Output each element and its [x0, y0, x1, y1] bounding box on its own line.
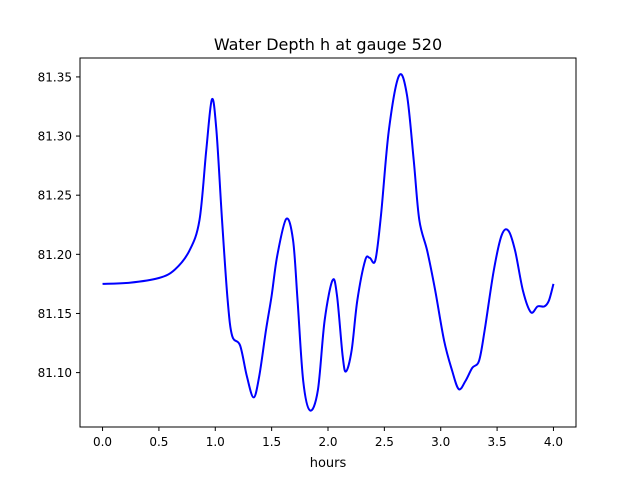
- x-tick-label: 1.0: [206, 435, 225, 449]
- y-tick-label: 81.10: [38, 366, 72, 380]
- x-tick-label: 2.0: [318, 435, 337, 449]
- series-line-h: [102, 73, 555, 412]
- x-tick-label: 4.0: [544, 435, 563, 449]
- y-tick-label: 81.30: [38, 130, 72, 144]
- x-tick-label: 1.5: [262, 435, 281, 449]
- x-tick-label: 2.5: [375, 435, 394, 449]
- y-tick-label: 81.25: [38, 189, 72, 203]
- x-tick-label: 3.0: [431, 435, 450, 449]
- y-tick-label: 81.35: [38, 70, 72, 84]
- x-tick-label: 0.5: [149, 435, 168, 449]
- x-axis-label: hours: [310, 456, 347, 471]
- plot-area: [102, 73, 555, 412]
- chart-title: Water Depth h at gauge 520: [214, 35, 442, 54]
- x-axis: 0.0 0.5 1.0 1.5 2.0 2.5 3.0 3.5 4.0: [93, 427, 563, 449]
- y-tick-label: 81.20: [38, 248, 72, 262]
- x-tick-label: 0.0: [93, 435, 112, 449]
- y-tick-label: 81.15: [38, 307, 72, 321]
- y-axis: 81.10 81.15 81.20 81.25 81.30 81.35: [38, 70, 80, 380]
- x-tick-label: 3.5: [488, 435, 507, 449]
